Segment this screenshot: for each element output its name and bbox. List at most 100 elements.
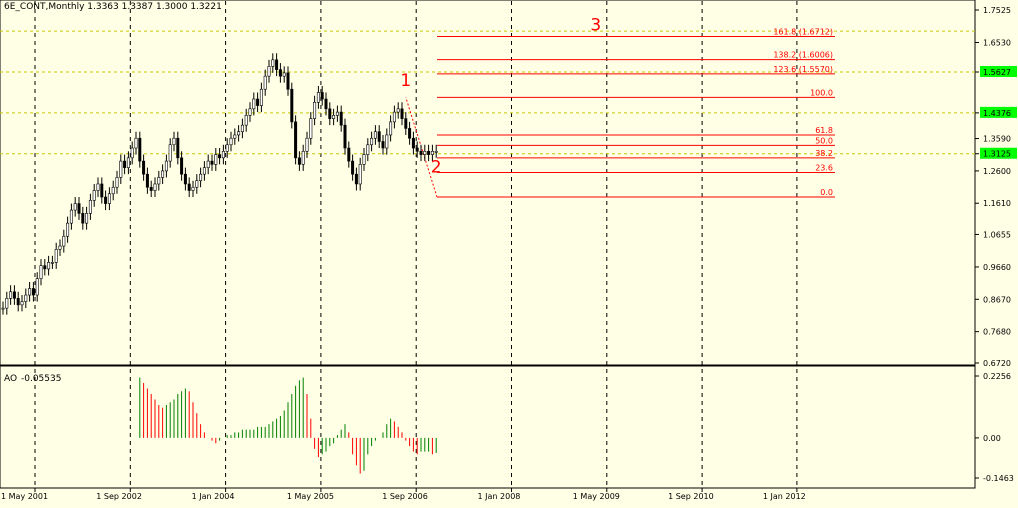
time-tick-label: 1 Jan 2012 <box>763 492 806 501</box>
candle-body <box>411 137 415 149</box>
candle-body <box>214 154 218 165</box>
time-tick-label: 1 May 2005 <box>287 492 334 501</box>
candle-body <box>50 262 54 264</box>
ao-tick-label: -0.1463 <box>983 474 1014 483</box>
candle-body <box>423 150 427 155</box>
price-tick-label: 0.8670 <box>983 295 1011 304</box>
candle-body <box>339 111 343 126</box>
candle-body <box>404 118 408 129</box>
candle-body <box>145 173 149 188</box>
ao-header-name: AO <box>4 374 17 384</box>
candle-body <box>347 147 351 162</box>
candle-body <box>434 150 438 153</box>
price-tick-label: 0.7680 <box>983 328 1011 337</box>
candle-body <box>43 265 47 270</box>
candle-body <box>229 137 233 146</box>
candle-body <box>271 59 275 67</box>
fib-level-label: 100.0 <box>810 88 833 97</box>
ao-histogram <box>139 377 437 474</box>
main-pane-frame <box>0 0 976 366</box>
candle-body <box>408 128 412 139</box>
candle-body <box>259 88 263 106</box>
candle-body <box>100 183 104 198</box>
time-tick-label: 1 May 2009 <box>573 492 620 501</box>
candle-body <box>111 186 115 195</box>
candle-body <box>316 92 320 103</box>
candle-body <box>335 111 339 116</box>
candle-body <box>290 88 294 123</box>
candle-body <box>134 137 138 149</box>
candle-body <box>278 69 282 77</box>
symbol-header: 6E_CONT,Monthly 1.3363 1.3387 1.3000 1.3… <box>4 2 222 12</box>
candle-body <box>176 137 180 159</box>
price-highlight-box <box>980 106 1017 118</box>
candle-body <box>123 160 127 168</box>
candle-body <box>252 98 256 110</box>
price-tick-label: 1.3590 <box>983 135 1011 144</box>
candle-body <box>138 137 142 162</box>
candle-body <box>275 59 279 70</box>
candle-body <box>1 307 5 310</box>
ao-header-value: -0.05535 <box>21 374 61 384</box>
candle-body <box>202 167 206 175</box>
price-highlight-box <box>980 66 1017 78</box>
candle-body <box>248 108 252 116</box>
candle-body <box>39 265 43 280</box>
candle-body <box>320 92 324 100</box>
candle-body <box>286 72 290 90</box>
candle-body <box>362 154 366 165</box>
candle-body <box>69 209 73 224</box>
candle-body <box>24 294 28 302</box>
candle-body <box>373 131 377 139</box>
wave-label: 1 <box>400 71 411 91</box>
candle-body <box>104 196 108 204</box>
candle-body <box>301 150 305 165</box>
candle-body <box>5 298 9 309</box>
candle-body <box>47 262 51 270</box>
candle-body <box>324 98 328 110</box>
price-tick-label: 1.2600 <box>983 167 1011 176</box>
price-tick-label: 1.4376 <box>983 109 1011 118</box>
candle-body <box>126 157 130 168</box>
candle-body <box>354 173 358 185</box>
candle-body <box>107 193 111 204</box>
candle-body <box>31 288 35 296</box>
wave-label: 2 <box>431 158 442 178</box>
candle-body <box>58 245 62 250</box>
candle-body <box>187 183 191 191</box>
price-tick-label: 0.9660 <box>983 263 1011 272</box>
time-tick-label: 1 Jan 2004 <box>192 492 235 501</box>
candle-body <box>88 200 92 214</box>
candle-body <box>149 186 153 191</box>
candle-body <box>85 213 89 224</box>
candle-body <box>305 137 309 152</box>
candle-body <box>297 157 301 165</box>
candle-body <box>12 291 16 299</box>
candle-body <box>351 160 355 175</box>
candle-body <box>392 111 396 123</box>
candle-body <box>161 170 165 178</box>
price-tick-label: 1.1610 <box>983 199 1011 208</box>
candle-body <box>66 222 70 237</box>
candle-body <box>358 164 362 185</box>
candle-body <box>172 137 176 146</box>
candle-body <box>16 298 20 306</box>
candle-body <box>119 160 123 178</box>
candle-body <box>210 160 214 165</box>
candle-body <box>73 203 77 211</box>
candle-body <box>168 144 172 162</box>
time-tick-label: 1 Sep 2002 <box>96 492 142 501</box>
candle-body <box>419 150 423 155</box>
price-tick-label: 1.5627 <box>983 68 1011 77</box>
candle-body <box>153 183 157 191</box>
time-axis: 1 May 2001 1 Sep 2002 1 Jan 2004 1 May 2005… <box>1 488 806 501</box>
candle-body <box>237 131 241 136</box>
candle-body <box>62 235 66 247</box>
candle-body <box>430 150 434 155</box>
ao-axis: 0.2256 0.00 -0.1463 <box>975 372 1014 483</box>
candle-body <box>199 173 203 182</box>
candle-body <box>267 66 271 77</box>
candle-body <box>191 186 195 191</box>
candle-body <box>282 72 286 77</box>
